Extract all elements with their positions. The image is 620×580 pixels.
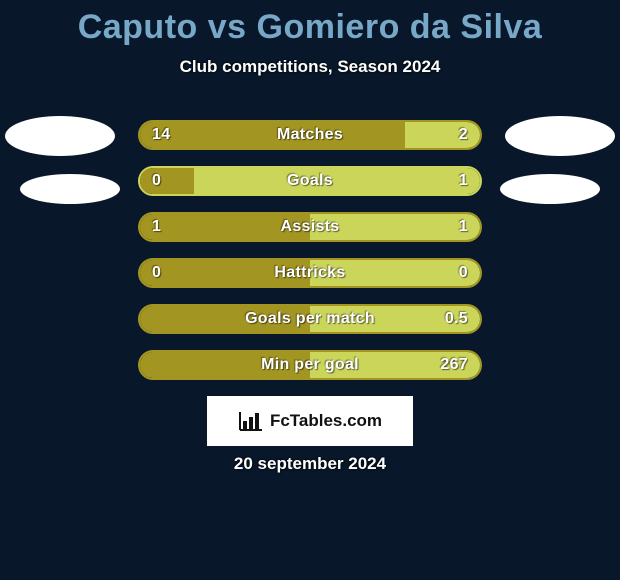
stat-row: Goals0 1 xyxy=(138,166,482,196)
stat-value-left: 0 xyxy=(152,260,161,286)
stat-value-right: 2 xyxy=(459,122,468,148)
stat-row: Assists1 1 xyxy=(138,212,482,242)
stats-bars: Matches142Goals01Assists11Hattricks00Goa… xyxy=(138,120,482,396)
stat-label: Min per goal xyxy=(140,352,480,378)
branding-box: FcTables.com xyxy=(207,396,413,446)
stat-row: Matches14 2 xyxy=(138,120,482,150)
subtitle: Club competitions, Season 2024 xyxy=(0,57,620,77)
title-player-left: Caputo xyxy=(78,8,198,46)
stat-value-right: 1 xyxy=(459,168,468,194)
avatar-right-secondary xyxy=(500,174,600,204)
avatar-left-primary xyxy=(5,116,115,156)
branding-chart-icon xyxy=(238,410,264,432)
stat-value-right: 0 xyxy=(459,260,468,286)
stat-row: Hattricks0 0 xyxy=(138,258,482,288)
branding-text: FcTables.com xyxy=(270,411,382,431)
stat-label: Goals per match xyxy=(140,306,480,332)
stat-label: Hattricks xyxy=(140,260,480,286)
stat-value-left: 0 xyxy=(152,168,161,194)
stat-row: Goals per match0.5 xyxy=(138,304,482,334)
stat-value-left: 1 xyxy=(152,214,161,240)
title-player-right: Gomiero da Silva xyxy=(257,8,543,46)
stat-label: Matches xyxy=(140,122,480,148)
stat-row: Min per goal267 xyxy=(138,350,482,380)
stat-value-right: 0.5 xyxy=(445,306,468,332)
stat-label: Assists xyxy=(140,214,480,240)
stat-value-left: 14 xyxy=(152,122,170,148)
stat-label: Goals xyxy=(140,168,480,194)
stat-value-right: 1 xyxy=(459,214,468,240)
title-vs: vs xyxy=(208,8,247,46)
avatar-right-primary xyxy=(505,116,615,156)
avatar-left-secondary xyxy=(20,174,120,204)
page-title: Caputo vs Gomiero da Silva xyxy=(0,0,620,47)
comparison-infographic: Caputo vs Gomiero da Silva Club competit… xyxy=(0,0,620,580)
date-text: 20 september 2024 xyxy=(0,454,620,474)
stat-value-right: 267 xyxy=(440,352,468,378)
